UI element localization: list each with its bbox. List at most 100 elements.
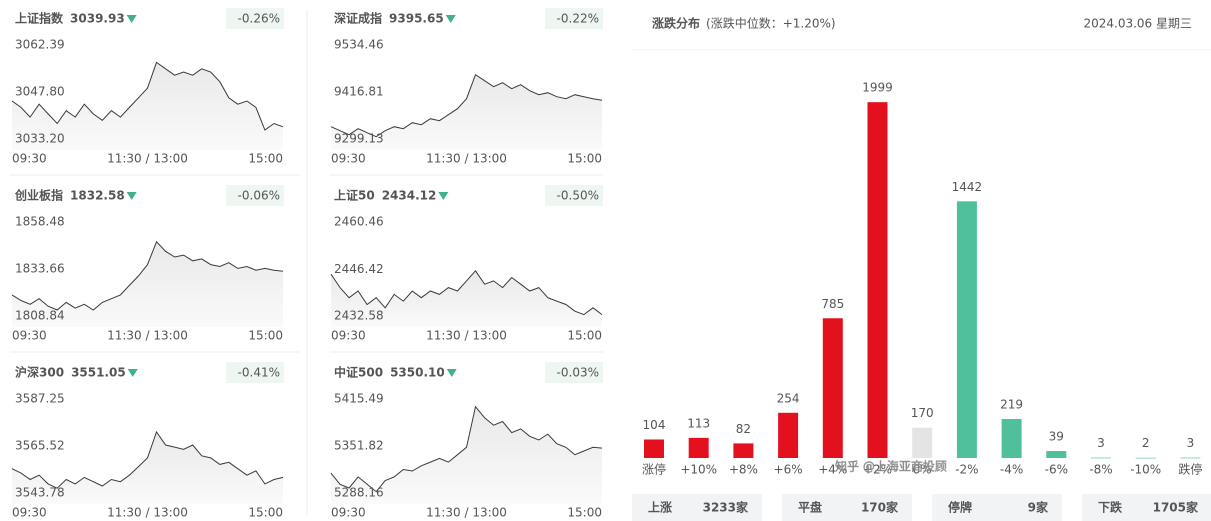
index-price: 5350.10 — [390, 366, 445, 380]
index-change: -0.50% — [557, 189, 599, 203]
y-tick-label: 5351.82 — [334, 439, 384, 453]
value-label: 113 — [687, 416, 710, 430]
index-change: -0.41% — [238, 366, 280, 380]
index-name: 中证500 — [334, 365, 383, 380]
index-name: 深证成指 — [334, 11, 382, 26]
x-tick-label: 11:30 / 13:00 — [426, 506, 507, 520]
y-tick-label: 2460.46 — [334, 215, 384, 229]
category-label: -8% — [1089, 463, 1112, 477]
index-change: -0.22% — [557, 12, 599, 26]
x-tick-label: 11:30 / 13:00 — [426, 152, 507, 166]
index-change: -0.03% — [557, 366, 599, 380]
summary-value: 9家 — [1028, 500, 1049, 515]
summary-value: 3233家 — [703, 500, 749, 515]
bar — [1180, 457, 1201, 459]
bar — [1046, 451, 1067, 458]
price-line — [11, 240, 284, 311]
value-label: 219 — [1000, 398, 1023, 412]
price-area — [12, 241, 283, 327]
down-arrow — [126, 192, 137, 200]
bar — [1091, 457, 1111, 459]
value-label: 170 — [911, 406, 934, 420]
y-tick-label: 9534.46 — [334, 38, 384, 52]
down-arrow — [438, 192, 449, 200]
price-area — [331, 406, 602, 504]
index-price: 1832.58 — [70, 189, 125, 203]
value-label: 104 — [643, 418, 666, 432]
value-label: 1442 — [952, 180, 983, 194]
index-name: 上证指数 — [15, 11, 64, 26]
category-label: -10% — [1130, 463, 1161, 477]
price-area — [331, 270, 602, 327]
price-line — [330, 73, 603, 138]
category-label: 涨停 — [642, 462, 666, 477]
summary-label: 平盘 — [798, 500, 822, 515]
y-tick-label: 9416.81 — [334, 84, 384, 98]
summary-value: 170家 — [861, 500, 899, 515]
y-tick-label: 3033.20 — [15, 132, 65, 146]
panel-subtitle: (涨跌中位数：+1.20%) — [706, 16, 836, 31]
x-tick-label: 15:00 — [248, 329, 283, 343]
category-label: 0% — [913, 463, 932, 477]
bar — [688, 437, 709, 458]
y-tick-label: 5288.16 — [334, 486, 384, 500]
x-tick-label: 15:00 — [567, 152, 602, 166]
category-label: +8% — [729, 463, 758, 477]
category-label: 跌停 — [1178, 462, 1202, 477]
bar — [733, 443, 754, 458]
summary-box — [1082, 494, 1211, 521]
index-change: -0.26% — [238, 12, 280, 26]
x-tick-label: 09:30 — [12, 329, 47, 343]
category-label: -4% — [1000, 463, 1023, 477]
change-badge — [226, 8, 284, 29]
x-tick-label: 15:00 — [248, 506, 283, 520]
x-tick-label: 09:30 — [331, 152, 366, 166]
x-tick-label: 09:30 — [331, 506, 366, 520]
y-tick-label: 3062.39 — [15, 38, 65, 52]
x-tick-label: 09:30 — [12, 152, 47, 166]
value-label: 3 — [1097, 436, 1105, 450]
change-badge — [545, 185, 603, 206]
summary-label: 上涨 — [648, 500, 672, 515]
summary-box — [632, 494, 762, 521]
y-tick-label: 1833.66 — [15, 262, 65, 276]
y-tick-label: 3047.80 — [15, 84, 65, 98]
bar — [822, 318, 843, 458]
down-arrow — [126, 15, 137, 23]
price-line — [330, 269, 603, 316]
change-badge — [545, 8, 603, 29]
summary-box — [932, 494, 1062, 521]
panel-date: 2024.03.06 星期三 — [1083, 17, 1192, 31]
x-tick-label: 11:30 / 13:00 — [107, 329, 188, 343]
index-price: 3039.93 — [70, 12, 125, 26]
price-area — [331, 74, 602, 150]
bar — [1135, 457, 1156, 459]
y-tick-label: 3565.52 — [15, 438, 65, 452]
category-label: +10% — [680, 463, 717, 477]
index-name: 创业板指 — [14, 188, 63, 203]
index-price: 3551.05 — [71, 366, 126, 380]
y-tick-label: 1808.84 — [15, 309, 65, 323]
y-tick-label: 2446.42 — [334, 262, 384, 276]
x-tick-label: 09:30 — [12, 506, 47, 520]
down-arrow — [446, 369, 457, 377]
value-label: 3 — [1187, 436, 1195, 450]
change-badge — [226, 185, 284, 206]
price-line — [11, 61, 284, 131]
y-tick-label: 2432.58 — [334, 309, 384, 323]
x-tick-label: 11:30 / 13:00 — [107, 152, 188, 166]
x-tick-label: 15:00 — [567, 329, 602, 343]
summary-label: 停牌 — [948, 500, 972, 515]
price-line — [330, 405, 603, 493]
y-tick-label: 3543.78 — [15, 486, 65, 500]
x-tick-label: 09:30 — [331, 329, 366, 343]
x-tick-label: 11:30 / 13:00 — [107, 506, 188, 520]
price-area — [12, 432, 283, 504]
watermark: 知乎 @上海亚商投顾 — [835, 459, 947, 474]
change-badge — [545, 362, 603, 383]
price-line — [11, 430, 284, 489]
x-tick-label: 15:00 — [567, 506, 602, 520]
x-tick-label: 15:00 — [248, 152, 283, 166]
value-label: 39 — [1049, 430, 1064, 444]
